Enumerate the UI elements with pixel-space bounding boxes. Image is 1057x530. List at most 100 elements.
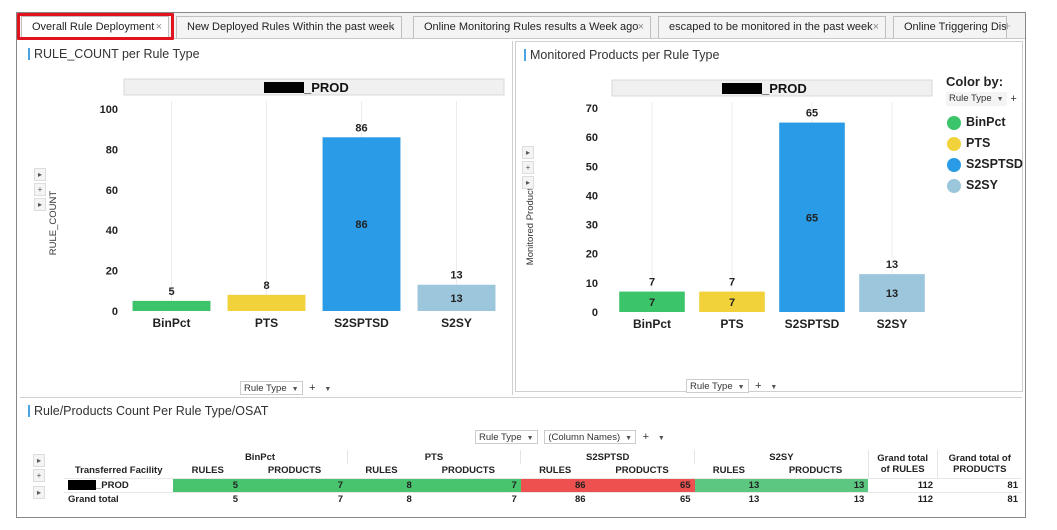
y-tick-label: 80 bbox=[106, 144, 118, 156]
plus-icon[interactable]: + bbox=[642, 431, 650, 443]
table-cell[interactable]: 65 bbox=[589, 491, 695, 506]
table-cell[interactable]: 86 bbox=[520, 491, 590, 506]
x-category-label: S2SPTSD bbox=[334, 316, 389, 330]
chevron-down-icon[interactable]: ▼ bbox=[770, 383, 778, 391]
tab-online-monitoring-rules[interactable]: Online Monitoring Rules results a Week a… bbox=[413, 16, 651, 38]
add-tab-icon[interactable]: + bbox=[1003, 19, 1011, 33]
y-axis-title: RULE_COUNT bbox=[48, 191, 59, 256]
y-tick-label: 0 bbox=[112, 306, 118, 318]
rule-type-dropdown[interactable]: Rule Type ▼ bbox=[240, 381, 303, 395]
table-cell[interactable]: 7 bbox=[415, 477, 521, 492]
chevron-right-icon[interactable]: ▸ bbox=[33, 486, 45, 499]
bar-binpct[interactable] bbox=[132, 300, 211, 311]
table-cell[interactable]: 8 bbox=[347, 477, 416, 492]
table-cell[interactable]: 81 bbox=[937, 491, 1022, 506]
bar-pts[interactable] bbox=[227, 294, 306, 311]
table-cell[interactable]: 7 bbox=[242, 477, 348, 492]
table-row-grand-total[interactable]: Grand total 5 7 8 7 86 65 13 13 112 81 bbox=[64, 491, 1022, 506]
sub-header: PRODUCTS bbox=[267, 465, 322, 477]
plus-icon[interactable]: + bbox=[33, 469, 45, 482]
close-icon[interactable]: × bbox=[155, 21, 162, 33]
bar-value-label: 8 bbox=[263, 280, 269, 292]
tab-label: Online Triggering Dist bbox=[904, 21, 1007, 33]
chevron-right-icon[interactable]: ▸ bbox=[34, 168, 46, 181]
bar-pts[interactable] bbox=[699, 291, 765, 312]
chevron-right-icon[interactable]: ▸ bbox=[522, 146, 534, 159]
bar-binpct[interactable] bbox=[619, 291, 685, 312]
sub-header: PRODUCTS bbox=[615, 465, 669, 477]
rule-type-dropdown[interactable]: Rule Type ▼ bbox=[686, 379, 749, 393]
y-tick-label: 50 bbox=[586, 161, 598, 173]
sub-header: RULES bbox=[365, 465, 398, 477]
tab-bar: Overall Rule Deployment × New Deployed R… bbox=[17, 13, 1025, 39]
tab-escaped-to-be-monitored[interactable]: escaped to be monitored in the past week… bbox=[658, 16, 886, 38]
bar-value-label: 13 bbox=[450, 270, 462, 282]
panel-title: Monitored Products per Rule Type bbox=[524, 48, 719, 62]
legend-item-s2sptsd[interactable]: S2SPTSD bbox=[946, 154, 1024, 175]
plus-icon[interactable]: + bbox=[1010, 93, 1017, 105]
close-icon[interactable]: × bbox=[388, 21, 395, 33]
legend-item-pts[interactable]: PTS bbox=[946, 133, 1024, 154]
table-cell[interactable]: 13 bbox=[763, 491, 869, 506]
legend-title: Color by: bbox=[946, 74, 1004, 89]
close-icon[interactable]: × bbox=[872, 21, 879, 33]
column-names-dropdown[interactable]: (Column Names) ▼ bbox=[544, 430, 637, 444]
chevron-down-icon[interactable]: ▼ bbox=[657, 434, 665, 442]
plus-icon[interactable]: + bbox=[522, 161, 534, 174]
color-by-dropdown[interactable]: Rule Type ▼ bbox=[946, 92, 1007, 106]
bar-s2sy[interactable] bbox=[859, 274, 925, 312]
chevron-right-icon[interactable]: ▸ bbox=[33, 454, 45, 467]
table-cell[interactable]: 13 bbox=[694, 477, 764, 492]
table-row[interactable]: _PROD 5 7 8 7 86 65 13 13 112 81 bbox=[64, 477, 1022, 492]
table-cell[interactable]: 81 bbox=[937, 477, 1022, 492]
legend-item-binpct[interactable]: BinPct bbox=[946, 112, 1024, 133]
chevron-right-icon[interactable]: ▸ bbox=[34, 198, 46, 211]
trellis-header bbox=[123, 78, 505, 96]
tab-label: Online Monitoring Rules results a Week a… bbox=[424, 21, 639, 33]
plus-icon[interactable]: + bbox=[755, 380, 762, 392]
tab-overall-rule-deployment[interactable]: Overall Rule Deployment × bbox=[21, 16, 169, 38]
bar-value-label: 7 bbox=[649, 277, 655, 289]
trellis-label: _PROD bbox=[761, 81, 807, 96]
grand-total-products-header: Grand total of PRODUCTS bbox=[936, 450, 1022, 478]
y-tick-label: 20 bbox=[106, 266, 118, 278]
tab-online-triggering-dist[interactable]: Online Triggering Dist bbox=[893, 16, 1007, 38]
rule-type-dropdown[interactable]: Rule Type ▼ bbox=[475, 430, 538, 444]
table-cell[interactable]: 13 bbox=[763, 477, 869, 492]
monitored-products-chart: _PROD 0 10 20 30 40 50 60 70 Monitored Products 7 7… bbox=[525, 79, 933, 331]
bar-s2sy[interactable] bbox=[417, 284, 496, 311]
x-category-label: PTS bbox=[720, 317, 743, 331]
table-group-header-row: BinPct PTS S2SPTSD S2SY Grand total of R… bbox=[64, 450, 1022, 478]
x-axis-selector: Rule Type ▼ + ▼ bbox=[686, 379, 777, 393]
table-cell[interactable]: 5 bbox=[173, 491, 243, 506]
chevron-down-icon[interactable]: ▼ bbox=[324, 385, 332, 393]
table-sub-header-row: Transferred Facility RULES PRODUCTS RULE… bbox=[64, 464, 1022, 478]
table-cell[interactable]: 112 bbox=[868, 477, 938, 492]
plus-icon[interactable]: + bbox=[34, 183, 46, 196]
y-tick-label: 40 bbox=[586, 190, 598, 202]
cross-table-panel: Rule/Products Count Per Rule Type/OSAT R… bbox=[20, 397, 1022, 515]
table-cell[interactable]: 65 bbox=[589, 477, 695, 492]
bar-s2sptsd[interactable] bbox=[779, 122, 845, 312]
close-icon[interactable]: × bbox=[637, 21, 644, 33]
legend-item-s2sy[interactable]: S2SY bbox=[946, 175, 1024, 196]
legend-swatch bbox=[947, 158, 961, 172]
table-cell[interactable]: 5 bbox=[173, 477, 243, 492]
table-cell[interactable]: 7 bbox=[415, 491, 521, 506]
table-cell[interactable]: 112 bbox=[868, 491, 938, 506]
table-cell[interactable]: 13 bbox=[694, 491, 764, 506]
chevron-right-icon[interactable]: ▸ bbox=[522, 176, 534, 189]
tab-label: New Deployed Rules Within the past week bbox=[187, 21, 395, 33]
sub-header: PRODUCTS bbox=[441, 465, 495, 477]
legend: Color by: Rule Type ▼ + BinPct PTS S2SPTSD… bbox=[946, 74, 1024, 196]
tab-new-deployed-rules[interactable]: New Deployed Rules Within the past week … bbox=[176, 16, 402, 38]
rule-count-chart: _PROD 0 20 40 60 80 100 RULE_COUNT 5 BinPct 8 PTS 86… bbox=[48, 78, 505, 330]
row-label: Grand total bbox=[64, 491, 174, 506]
color-by-selector: Rule Type ▼ + bbox=[946, 92, 1024, 106]
table-cell[interactable]: 7 bbox=[242, 491, 348, 506]
table-cell[interactable]: 86 bbox=[520, 477, 590, 492]
grand-total-rules-header: Grand total of RULES bbox=[867, 450, 938, 478]
bar-s2sptsd[interactable] bbox=[322, 137, 401, 311]
table-cell[interactable]: 8 bbox=[347, 491, 416, 506]
plus-icon[interactable]: + bbox=[309, 382, 316, 394]
